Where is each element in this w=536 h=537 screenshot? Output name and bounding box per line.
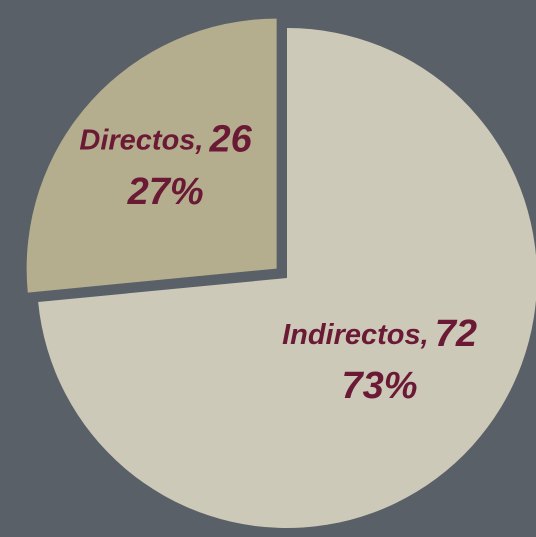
value-label: 72 [435, 313, 477, 355]
slice-label: Directos, 26 [79, 119, 252, 161]
category-label: Directos, [79, 124, 203, 156]
percentage-label: 27% [127, 171, 204, 213]
percentage-label: 73% [342, 365, 418, 407]
pie-slice [38, 28, 536, 528]
pie-slice [26, 18, 277, 293]
category-label: Indirectos, [282, 319, 429, 351]
value-label: 26 [209, 119, 253, 161]
slice-label: Indirectos, 72 [282, 313, 477, 355]
